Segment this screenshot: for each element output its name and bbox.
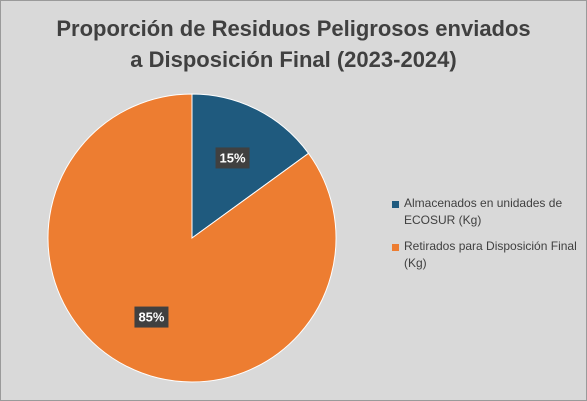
- data-label-almacenados-box: [215, 147, 250, 169]
- chart-title: Proporción de Residuos Peligrosos enviad…: [1, 13, 586, 75]
- legend-swatch-almacenados: [392, 201, 399, 208]
- data-label-retirados-box: [134, 306, 169, 328]
- legend-label-retirados: Retirados para Disposición Final (Kg): [404, 239, 577, 270]
- pie-slice-retirados: [47, 93, 337, 383]
- chart-title-line-2: a Disposición Final (2023-2024): [130, 47, 457, 72]
- legend: Almacenados en unidades de ECOSUR (Kg) R…: [392, 195, 582, 281]
- legend-item-retirados: Retirados para Disposición Final (Kg): [392, 238, 582, 272]
- legend-label-almacenados: Almacenados en unidades de ECOSUR (Kg): [404, 196, 563, 227]
- legend-item-almacenados: Almacenados en unidades de ECOSUR (Kg): [392, 195, 582, 229]
- data-label-almacenados-text: 15%: [220, 150, 246, 165]
- chart-title-line-1: Proporción de Residuos Peligrosos enviad…: [56, 16, 531, 41]
- legend-swatch-retirados: [392, 244, 399, 251]
- data-label-retirados: 85%: [134, 306, 169, 328]
- data-label-retirados-text: 85%: [138, 310, 164, 325]
- data-label-almacenados: 15%: [215, 147, 250, 169]
- pie-slice-almacenados: [191, 93, 310, 239]
